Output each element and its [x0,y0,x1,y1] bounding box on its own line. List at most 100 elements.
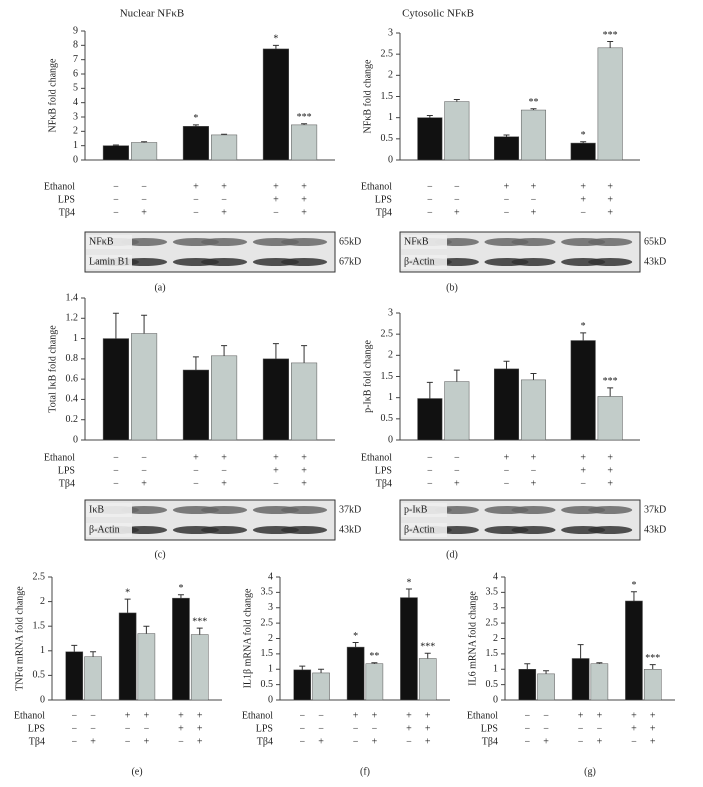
error-bar [607,387,614,397]
bar [65,651,84,701]
y-tick-label: 0 [73,154,78,165]
error-bar [192,124,199,127]
y-tick-label: 0.5 [261,679,274,690]
treatment-sign: − [299,736,305,747]
blot-label-bg [401,255,447,269]
bar [571,658,590,701]
treatment-label: Tβ4 [59,478,75,489]
bar [291,362,318,441]
treatment-sign: + [273,181,279,192]
significance: ** [369,651,379,662]
y-tick-label: 2.5 [381,48,394,59]
treatment-sign: − [427,452,433,463]
treatment-label: Ethanol [361,452,392,463]
bar [137,633,156,701]
treatment-sign: − [318,710,324,721]
y-tick-label: 1.5 [33,620,46,631]
treatment-sign: + [178,723,184,734]
treatment-sign: + [607,478,613,489]
blot-size: 67kD [339,256,361,267]
y-tick-label: 0.5 [381,133,394,144]
treatment-sign: + [425,736,431,747]
error-bar [221,345,228,356]
y-tick-label: 3 [388,307,393,318]
blot-band [121,238,168,246]
y-tick-label: 2 [388,70,393,81]
y-tick-label: 1 [388,392,393,403]
treatment-sign: + [504,452,510,463]
treatment-sign: + [597,736,603,747]
y-tick-label: 0.4 [66,394,79,405]
treatment-sign: + [318,736,324,747]
treatment-sign: + [221,207,227,218]
treatment-sign: − [454,465,460,476]
bar [102,145,129,161]
blot-band [201,526,248,534]
bar [211,355,238,441]
bar [84,656,102,701]
blot-label: β-Actin [404,256,435,267]
y-tick-label: 1 [388,112,393,123]
treatment-label: Tβ4 [376,478,392,489]
error-bar [141,314,148,334]
treatment-sign: − [71,710,77,721]
treatment-sign: + [197,736,203,747]
treatment-sign: + [631,723,637,734]
treatment-sign: + [531,181,537,192]
significance: *** [645,653,660,664]
error-bar [503,360,510,369]
y-tick-label: 0.6 [66,373,79,384]
significance: *** [420,642,435,653]
treatment-sign: + [531,478,537,489]
blot-label-bg [401,523,447,537]
blot-size: 37kD [339,504,361,515]
y-tick-label: 3 [268,602,273,613]
error-bar [649,664,656,670]
bar [537,673,555,701]
y-axis-label: IL1β mRNA fold change [242,588,253,688]
bar [418,658,437,701]
bar [597,47,623,161]
treatment-sign: + [301,207,307,218]
treatment-sign: + [193,452,199,463]
treatment-sign: + [273,465,279,476]
treatment-sign: + [301,478,307,489]
error-bar [90,651,97,657]
treatment-label: Tβ4 [376,207,392,218]
error-bar [405,588,412,598]
treatment-sign: + [650,710,656,721]
blot-band [281,258,328,266]
treatment-label: LPS [375,465,392,476]
treatment-sign: − [504,194,510,205]
bar [346,646,365,701]
y-tick-label: 0 [268,694,273,705]
treatment-sign: + [531,452,537,463]
treatment-sign: − [193,207,199,218]
treatment-sign: − [454,194,460,205]
bar [417,117,443,161]
panel-label: (f) [360,766,370,777]
error-bar [141,141,148,143]
treatment-sign: + [580,181,586,192]
y-tick-label: 2 [388,350,393,361]
treatment-sign: − [504,478,510,489]
y-tick-label: 1.5 [381,91,394,102]
y-tick-label: 2.5 [33,571,46,582]
treatment-sign: − [631,736,637,747]
error-bar [112,144,119,146]
significance: * [178,583,183,594]
treatment-sign: + [273,452,279,463]
y-tick-label: 6 [73,68,78,79]
y-tick-label: 0 [388,434,393,445]
treatment-sign: + [580,194,586,205]
y-axis-label: p-IκB fold change [362,340,373,413]
blot-label: β-Actin [404,524,435,535]
treatment-sign: + [221,452,227,463]
treatment-sign: − [221,465,227,476]
blot-size: 43kD [339,524,361,535]
treatment-sign: − [597,723,603,734]
y-tick-label: 2 [268,633,273,644]
bar [570,340,596,441]
blot-band [121,258,168,266]
treatment-sign: − [90,710,96,721]
